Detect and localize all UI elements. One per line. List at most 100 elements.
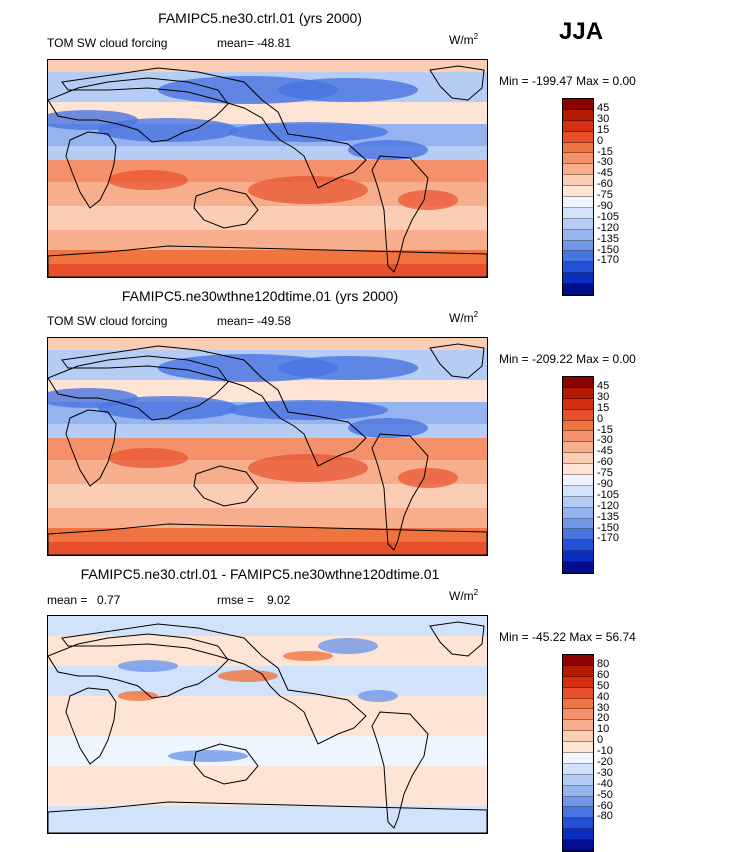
- colorbar-swatch: [563, 284, 593, 296]
- colorbar-tick-label: -105: [597, 488, 620, 501]
- difference-feature: [118, 660, 178, 672]
- coastline-north-america: [61, 67, 367, 189]
- colorbar-tick-label: 50: [597, 679, 610, 692]
- colorbar-swatch: [563, 785, 593, 797]
- colorbar-tick-label: 0: [597, 134, 604, 147]
- colorbar-ticks: 45 30 15 0 -15 -30 -45 -60 -75 -90 -105 -120 -135 -15…: [597, 98, 619, 266]
- colorbar-tick-label: -50: [597, 788, 613, 801]
- min-value: -199.47: [532, 74, 573, 88]
- colorbar-swatch: [563, 175, 593, 187]
- colorbar-tick-label: 45: [597, 380, 610, 392]
- difference-feature: [318, 638, 378, 654]
- colorbar-swatch: [563, 763, 593, 775]
- colorbar: [562, 98, 594, 297]
- mean-value: -48.81: [257, 36, 292, 50]
- difference-feature: [218, 670, 278, 682]
- min-value: -45.22: [532, 630, 567, 644]
- colorbar-tick-label: -150: [597, 521, 620, 534]
- colorbar-tick-label: -90: [597, 200, 613, 213]
- colorbar-swatch: [563, 131, 593, 143]
- colorbar-tick-label: -30: [597, 766, 613, 779]
- coastline-north-america: [61, 623, 367, 745]
- colorbar-swatch: [563, 518, 593, 530]
- colorbar-swatch: [563, 475, 593, 486]
- colorbar-tick-label: -170: [597, 532, 620, 545]
- max-value: 56.74: [605, 630, 636, 644]
- coastline-greenland: [429, 65, 485, 101]
- colorbar-swatch: [563, 687, 593, 699]
- field-band: [48, 666, 487, 696]
- field-band: [48, 766, 487, 806]
- colorbar-swatch: [563, 164, 593, 176]
- colorbar: [562, 376, 594, 575]
- colorbar-tick-label: 10: [597, 723, 610, 736]
- cloud-feature: [348, 140, 428, 160]
- stratocumulus-feature: [398, 468, 458, 488]
- cloud-feature: [228, 400, 388, 420]
- coastline-greenland: [429, 621, 485, 657]
- colorbar-tick-label: 0: [597, 734, 604, 747]
- colorbar-swatch: [563, 273, 593, 285]
- field-band: [48, 508, 487, 528]
- colorbar-tick-label: -10: [597, 745, 613, 758]
- max-label: Max =: [576, 74, 610, 88]
- field-band: [48, 616, 487, 636]
- colorbar-swatch: [563, 409, 593, 421]
- min-value: -209.22: [532, 352, 573, 366]
- colorbar-tick-label: -75: [597, 467, 613, 480]
- colorbar-swatch: [563, 398, 593, 410]
- colorbar-tick-label: 45: [597, 102, 610, 114]
- colorbar-swatch: [563, 218, 593, 230]
- colorbar-tick-label: 30: [597, 390, 610, 403]
- colorbar-tick-label: -120: [597, 221, 620, 234]
- coastline-antarctica: [48, 245, 487, 277]
- coastline-europe-asia: [48, 633, 229, 699]
- coastline-europe-asia: [48, 355, 229, 421]
- cloud-feature: [278, 78, 418, 102]
- units-label: W/m2: [449, 588, 479, 603]
- coastline-antarctica: [48, 523, 487, 555]
- colorbar-tick-label: 80: [597, 658, 610, 670]
- rmse-label: rmse =: [217, 593, 255, 607]
- colorbar-tick-label: -105: [597, 210, 620, 223]
- colorbar-swatch: [563, 742, 593, 754]
- colorbar-tick-label: -135: [597, 232, 620, 245]
- colorbar-tick-label: -170: [597, 254, 620, 267]
- stratocumulus-feature: [248, 454, 368, 482]
- colorbar-tick-label: -45: [597, 167, 613, 180]
- max-value: 0.00: [612, 352, 636, 366]
- min-label: Min =: [499, 630, 529, 644]
- colorbar-swatch: [563, 229, 593, 241]
- field-band: [48, 338, 487, 350]
- min-max-readout: Min = -209.22 Max = 0.00: [499, 352, 636, 366]
- field-band: [48, 250, 487, 264]
- colorbar-swatch: [563, 120, 593, 132]
- field-band: [48, 60, 487, 72]
- cloud-feature: [228, 122, 388, 142]
- colorbar-swatch: [563, 453, 593, 465]
- min-label: Min =: [499, 352, 529, 366]
- colorbar-tick-label: -90: [597, 478, 613, 491]
- colorbar-swatch: [563, 377, 593, 388]
- map-test: [47, 337, 488, 556]
- colorbar-swatch: [563, 731, 593, 743]
- field-band: [48, 636, 487, 666]
- mean-label: mean=: [217, 314, 255, 328]
- colorbar-tick-label: -75: [597, 189, 613, 202]
- max-value: 0.00: [612, 74, 636, 88]
- colorbar-tick-label: -60: [597, 178, 613, 191]
- colorbar-swatch: [563, 496, 593, 508]
- colorbar-swatch: [563, 240, 593, 252]
- field-band: [48, 806, 487, 833]
- map-difference: [47, 615, 488, 834]
- colorbar-tick-label: -150: [597, 243, 620, 256]
- coastline-australia: [193, 187, 259, 229]
- colorbar-swatch: [563, 431, 593, 443]
- min-label: Min =: [499, 74, 529, 88]
- field-band: [48, 542, 487, 555]
- colorbar-swatch: [563, 774, 593, 786]
- colorbar-swatch: [563, 186, 593, 198]
- field-band: [48, 206, 487, 230]
- stratocumulus-feature: [398, 190, 458, 210]
- panel-test: FAMIPC5.ne30wthne120dtime.01 (yrs 2000) …: [0, 288, 733, 575]
